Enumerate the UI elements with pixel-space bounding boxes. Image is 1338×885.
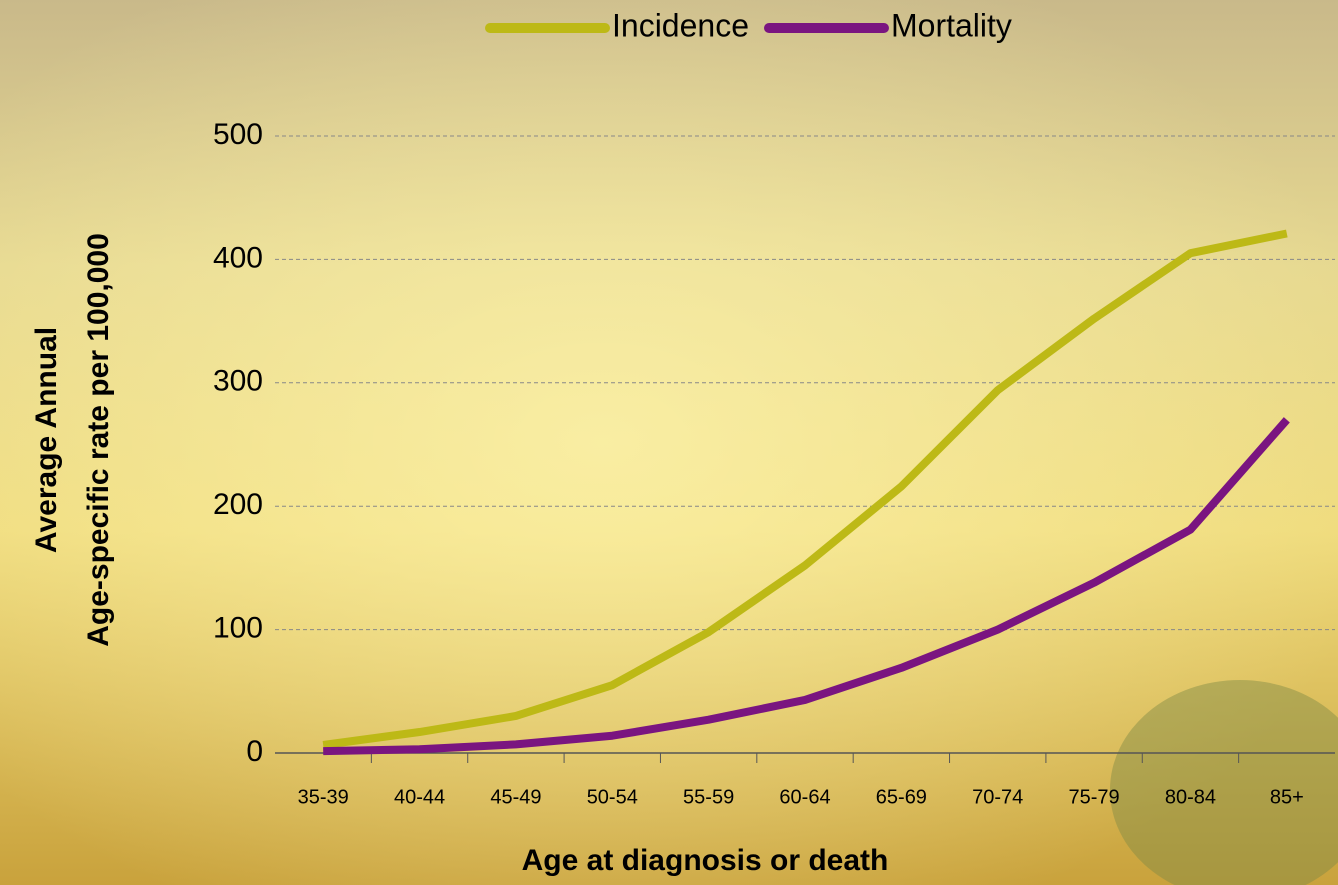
x-tick-label: 80-84: [1165, 786, 1216, 808]
y-tick-label: 500: [213, 118, 263, 151]
x-tick-label: 45-49: [490, 786, 541, 808]
y-tick-label: 0: [246, 735, 263, 768]
y-tick-label: 400: [213, 241, 263, 274]
x-tick-label: 65-69: [876, 786, 927, 808]
x-tick-label: 60-64: [779, 786, 830, 808]
x-axis-title: Age at diagnosis or death: [522, 844, 889, 877]
x-tick-label: 40-44: [394, 786, 445, 808]
x-tick-label: 75-79: [1069, 786, 1120, 808]
x-tick-label: 35-39: [298, 786, 349, 808]
y-tick-label: 100: [213, 612, 263, 645]
x-tick-label: 70-74: [972, 786, 1023, 808]
x-tick-label: 50-54: [587, 786, 638, 808]
y-axis-title: Age-specific rate per 100,000: [82, 233, 115, 647]
y-axis-title: Average Annual: [30, 327, 63, 553]
legend-label: Incidence: [612, 7, 749, 43]
y-tick-label: 300: [213, 365, 263, 398]
chart: Age at diagnosis or death Average Annual…: [0, 0, 1338, 885]
legend-label: Mortality: [891, 7, 1012, 43]
y-tick-label: 200: [213, 488, 263, 521]
x-tick-label: 55-59: [683, 786, 734, 808]
x-tick-label: 85+: [1270, 786, 1304, 808]
